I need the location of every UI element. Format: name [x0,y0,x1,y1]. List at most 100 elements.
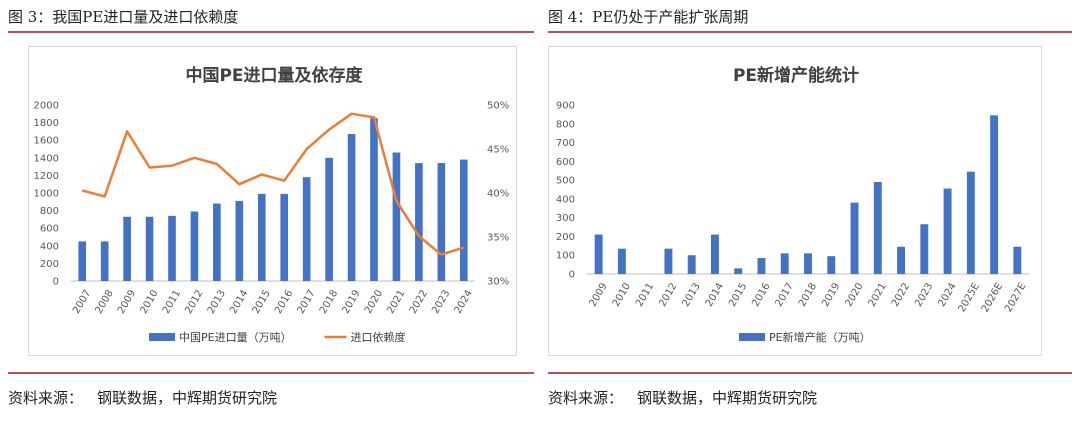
y-left-tick-label: 1200 [34,171,59,182]
y-left-tick-label: 2000 [34,101,59,112]
bar [873,181,882,274]
source-note-left: 资料来源： 钢联数据，中辉期货研究院 [8,387,277,408]
x-tick-label: 2018 [318,288,340,316]
y-left-tick-label: 500 [556,176,575,187]
source-divider-left [8,372,534,374]
bar [280,193,289,281]
x-tick-label: 2010 [138,288,160,316]
x-tick-label: 2019 [820,281,842,309]
caption-divider-left [8,31,534,33]
x-tick-label: 2024 [936,281,958,309]
x-tick-label: 2011 [634,281,656,309]
x-tick-label: 2007 [71,288,93,316]
y-right-tick-label: 30% [487,277,509,288]
y-left-tick-label: 0 [569,270,575,281]
x-tick-label: 2009 [116,288,138,316]
x-tick-label: 2023 [430,288,452,316]
bar [459,159,468,281]
bar [257,193,266,281]
legend-label: 中国PE进口量（万吨） [179,331,292,344]
bar [664,248,673,274]
bar [710,234,719,274]
source-divider-right [548,372,1072,374]
bar [213,203,221,281]
bar [780,253,789,274]
bar [757,258,766,274]
bar [990,115,999,274]
y-left-tick-label: 600 [40,224,59,235]
bar [302,177,311,281]
y-left-tick-label: 1000 [34,189,59,200]
x-tick-label: 2017 [296,288,318,316]
import-volume-chart-svg: 中国PE进口量及依存度 0 200 400 600 800 1000 1200 1400 1600… [34,65,510,344]
y-left-tick-label: 1400 [34,153,59,164]
bar [415,163,423,281]
x-tick-label: 2026E [980,281,1005,314]
x-tick-label: 2022 [408,288,430,316]
x-tick-label: 2018 [797,281,819,309]
y-right-tick-label: 50% [487,101,509,112]
bar [168,215,176,281]
x-tick-label: 2020 [363,288,385,316]
x-tick-label: 2022 [890,281,912,309]
x-tick-label: 2013 [681,281,703,309]
x-tick-label: 2019 [340,288,362,316]
x-tick-label: 2023 [913,281,935,309]
source-text: 钢联数据，中辉期货研究院 [637,389,818,407]
bar [943,188,952,274]
x-tick-label: 2011 [161,288,183,316]
y-left-tick-label: 1800 [34,118,59,129]
dependency-line [81,112,465,256]
x-tick-label: 2025E [957,281,982,314]
legend-label: PE新增产能（万吨） [769,330,871,344]
bar [1013,246,1022,274]
bar [827,256,836,274]
x-tick-label: 2017 [774,281,796,309]
x-tick-label: 2010 [611,281,633,309]
figure-4-caption: 图 4：PE仍处于产能扩张周期 [548,8,749,26]
x-tick-label: 2008 [94,288,116,316]
bar [100,241,109,281]
x-tick-label: 2012 [657,281,679,309]
bar [78,241,87,281]
bar [687,255,696,274]
x-tick-label: 2015 [251,288,273,316]
bar [920,224,929,274]
y-right-tick-label: 40% [487,189,509,200]
bar [850,202,859,274]
y-left-tick-label: 700 [556,138,575,149]
bar [437,163,446,281]
bar [190,211,199,281]
x-tick-label: 2014 [704,281,726,309]
y-left-tick-label: 1600 [34,136,59,147]
y-right-tick-label: 45% [487,145,509,156]
source-note-right: 资料来源： 钢联数据，中辉期货研究院 [548,387,817,408]
y-left-tick-label: 400 [40,241,59,252]
bar [897,246,906,274]
x-tick-label: 2015 [727,281,749,309]
y-left-tick-label: 200 [40,259,59,270]
legend-swatch-bar [149,333,175,341]
import-volume-chart: 中国PE进口量及依存度 0 200 400 600 800 1000 1200 1400 1600… [28,46,517,356]
source-text: 钢联数据，中辉期货研究院 [97,389,278,407]
bar [804,253,812,274]
y-left-tick-label: 300 [556,213,575,224]
x-tick-label: 2024 [453,288,475,316]
bar [235,200,244,281]
chart-title: 中国PE进口量及依存度 [185,65,363,86]
x-tick-label: 2021 [385,288,407,316]
chart-title: PE新增产能统计 [733,65,859,86]
legend-swatch-bar [739,333,765,341]
y-left-tick-label: 400 [556,194,575,205]
x-tick-label: 2021 [867,281,889,309]
y-left-tick-label: 800 [556,119,575,130]
y-left-tick-label: 900 [556,101,575,112]
capacity-chart: PE新增产能统计 0 100 200 300 400 500 600 700 800 900 2009… [548,46,1042,356]
x-tick-label: 2014 [228,288,250,316]
x-tick-label: 2012 [183,288,205,316]
bar [370,118,378,281]
x-tick-label: 2027E [1003,281,1028,314]
capacity-chart-svg: PE新增产能统计 0 100 200 300 400 500 600 700 800 900 2009… [556,65,1029,344]
y-left-tick-label: 200 [556,232,575,243]
legend-label: 进口依赖度 [351,330,406,344]
